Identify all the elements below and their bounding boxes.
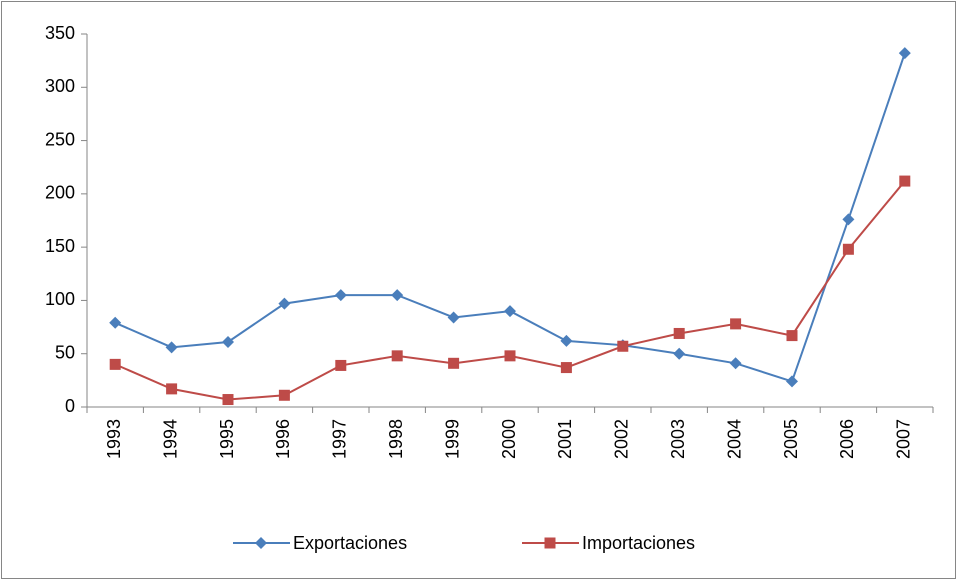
y-tick-label: 100 [45, 289, 75, 309]
data-point [391, 350, 403, 362]
legend-label: Importaciones [582, 533, 695, 553]
data-point [222, 394, 234, 406]
data-point [222, 335, 234, 348]
x-tick-label: 2005 [781, 419, 801, 459]
x-tick-label: 1998 [386, 419, 406, 459]
data-point [899, 175, 911, 187]
y-tick-label: 200 [45, 183, 75, 203]
data-point [165, 341, 178, 354]
data-point [278, 297, 291, 310]
data-point [560, 334, 573, 347]
y-tick-label: 350 [45, 23, 75, 43]
data-point [109, 316, 122, 329]
legend-marker [255, 537, 267, 549]
data-point [786, 330, 798, 342]
data-point [109, 358, 121, 370]
x-tick-label: 2006 [837, 419, 857, 459]
x-tick-label: 2002 [612, 419, 632, 459]
y-tick-label: 50 [55, 342, 75, 362]
data-point [166, 383, 178, 395]
x-tick-label: 2004 [724, 419, 744, 459]
x-tick-label: 1993 [104, 419, 124, 459]
x-tick-label: 2000 [499, 419, 519, 459]
x-tick-label: 2003 [668, 419, 688, 459]
data-point [504, 305, 516, 318]
data-point [447, 311, 460, 324]
y-tick-label: 300 [45, 76, 75, 96]
x-tick-label: 1996 [273, 419, 293, 459]
data-point [730, 318, 742, 330]
data-point [673, 327, 685, 339]
data-point [673, 347, 686, 360]
y-tick-label: 0 [65, 396, 75, 416]
data-point [786, 375, 798, 388]
data-point [617, 340, 629, 352]
x-tick-label: 2001 [555, 419, 575, 459]
data-point [448, 357, 460, 369]
x-tick-label: 2007 [894, 419, 914, 459]
x-tick-label: 1994 [160, 419, 180, 459]
x-tick-label: 1995 [217, 419, 237, 459]
data-point [898, 47, 911, 60]
data-point [560, 362, 572, 374]
data-point [504, 350, 516, 362]
x-tick-label: 1999 [442, 419, 462, 459]
data-point [729, 357, 742, 370]
data-point [842, 213, 855, 226]
legend-label: Exportaciones [293, 533, 407, 553]
legend-marker [544, 537, 556, 549]
data-point [335, 359, 347, 371]
y-tick-label: 250 [45, 129, 75, 149]
data-point [334, 289, 347, 302]
data-point [842, 243, 854, 255]
y-tick-label: 150 [45, 236, 75, 256]
data-point [278, 389, 290, 401]
x-tick-label: 1997 [330, 419, 350, 459]
data-point [391, 289, 404, 302]
